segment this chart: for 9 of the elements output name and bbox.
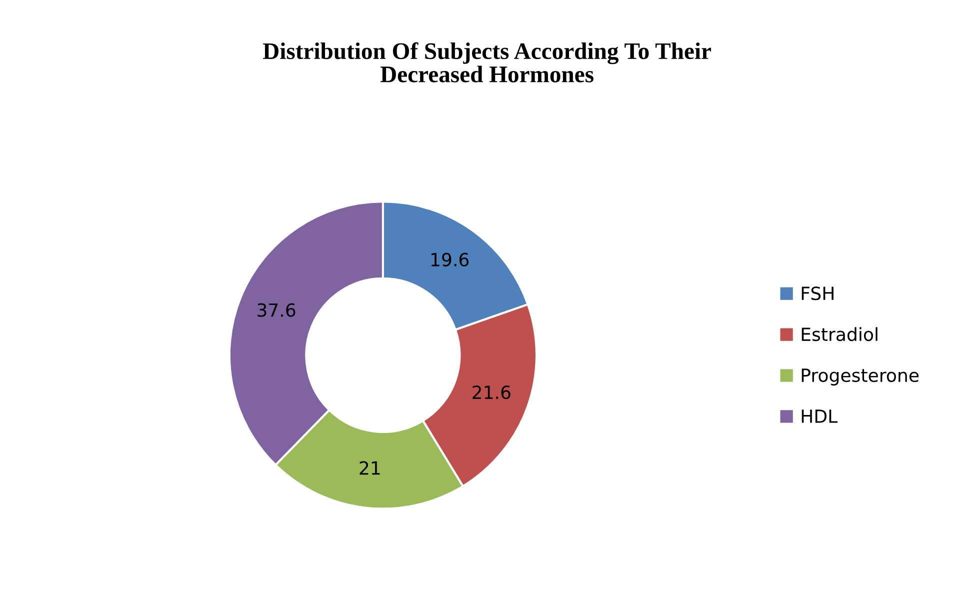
data-label: 21.6 — [472, 385, 510, 400]
legend-label: Estradiol — [802, 327, 878, 342]
data-label: 19.6 — [431, 252, 469, 266]
legend-label: Progesterone — [802, 368, 919, 386]
data-label: 37.6 — [258, 303, 296, 317]
legend-label: HDL — [802, 410, 838, 423]
chart-title: Distribution Of Subjects According To Their Decreased Hormones — [263, 42, 712, 82]
legend-label: FSH — [802, 286, 834, 300]
data-label: 21 — [360, 461, 380, 475]
